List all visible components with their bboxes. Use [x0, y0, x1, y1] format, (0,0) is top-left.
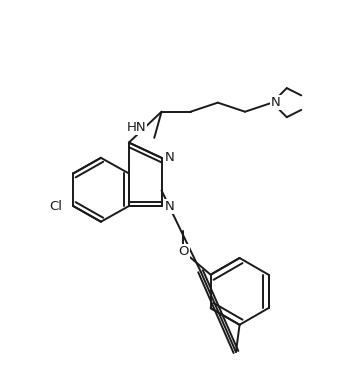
Text: N: N — [271, 96, 281, 109]
Text: HN: HN — [126, 121, 146, 134]
Text: N: N — [165, 151, 174, 164]
Text: O: O — [178, 245, 189, 258]
Text: N: N — [165, 200, 174, 213]
Text: Cl: Cl — [49, 200, 62, 212]
